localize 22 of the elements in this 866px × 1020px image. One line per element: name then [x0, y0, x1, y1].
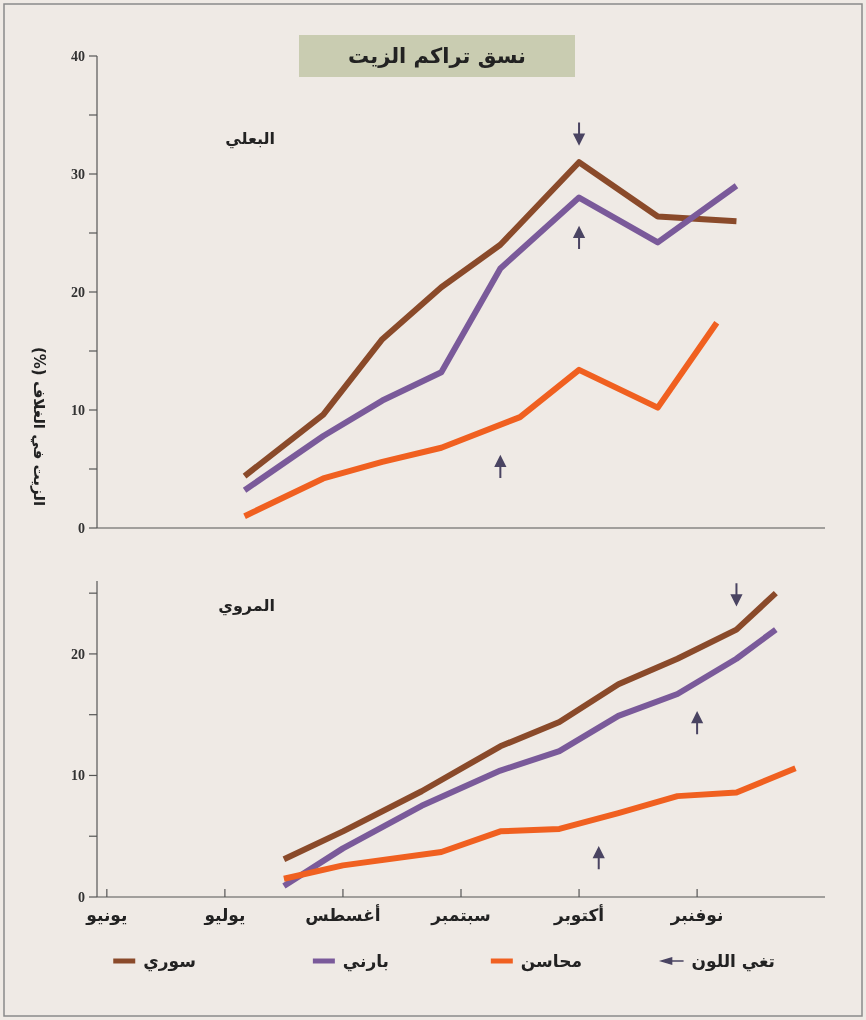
- x-tick-label: يوليو: [203, 905, 246, 926]
- y-axis-title: الزيت في الغلاف (%): [30, 346, 48, 507]
- y-tick-label: 40: [71, 49, 85, 64]
- legend-label: سوري: [143, 951, 196, 972]
- legend-label: محاسن: [520, 951, 582, 972]
- y-tick-label: 10: [71, 403, 85, 418]
- legend-label: تغي اللون: [691, 951, 775, 972]
- y-tick-label: 0: [78, 521, 85, 536]
- x-tick-label: يونيو: [85, 905, 128, 926]
- chart-title: نسق تراكم الزيت: [348, 44, 526, 68]
- x-tick-label: أكتوبر: [552, 904, 605, 926]
- x-tick-label: نوفنبر: [669, 905, 724, 926]
- text: المروي: [218, 596, 275, 616]
- y-tick-label: 30: [71, 167, 85, 182]
- y-tick-label: 0: [78, 890, 85, 905]
- y-tick-label: 20: [71, 646, 85, 662]
- x-tick-label: أغسطس: [305, 904, 381, 925]
- legend-label: بارني: [342, 951, 389, 972]
- y-tick-label: 20: [71, 285, 85, 300]
- text: البعلي: [225, 129, 275, 149]
- y-tick-label: 10: [71, 768, 85, 784]
- x-tick-label: سبتمبر: [430, 905, 491, 926]
